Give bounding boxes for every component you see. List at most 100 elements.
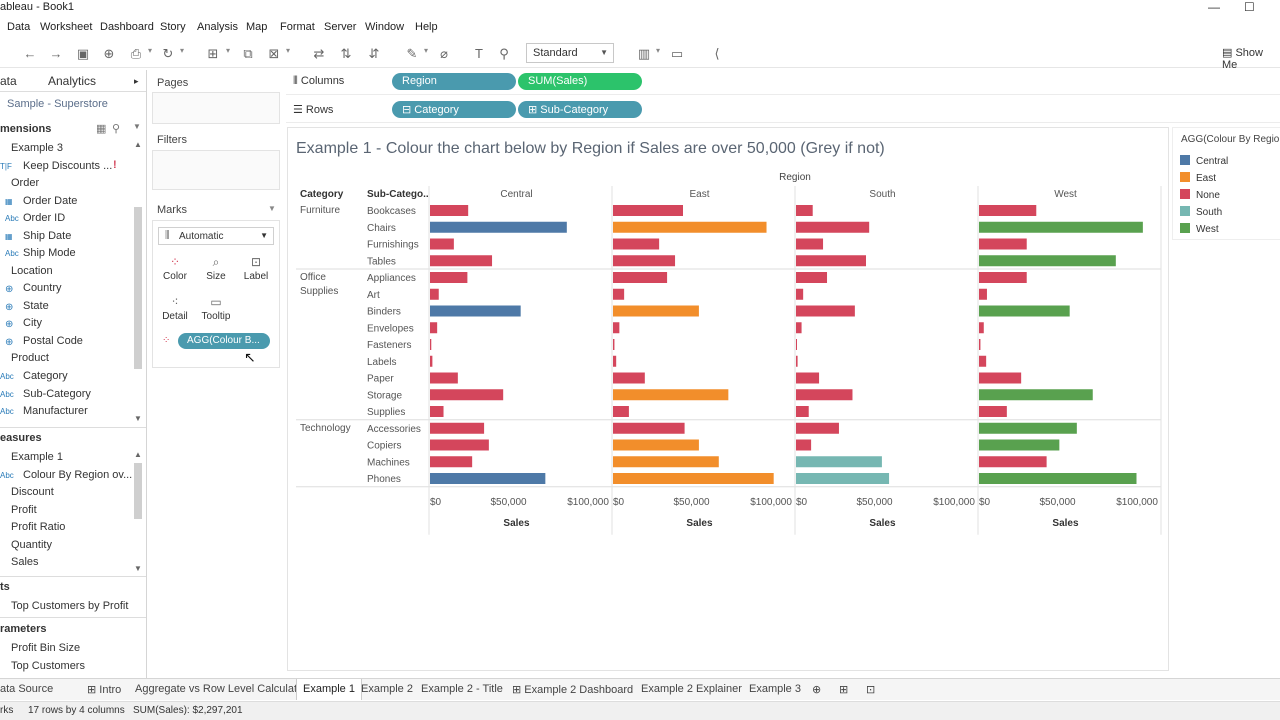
new-worksheet-icon[interactable]: ⊞ [207, 46, 219, 61]
tab-example-2-explainer[interactable]: Example 2 Explainer [641, 683, 742, 695]
param-top-customers[interactable]: Top Customers [11, 660, 85, 672]
fit-select[interactable]: Standard ▼ [526, 43, 614, 63]
tab-data[interactable]: ata [0, 74, 17, 88]
search-icon[interactable]: ⚲ [112, 123, 121, 135]
menu-server[interactable]: Server [324, 21, 357, 33]
category-pill[interactable]: ⊟ Category [392, 101, 516, 118]
set-top-customers-by-profit[interactable]: Top Customers by Profit [11, 600, 129, 612]
field-product[interactable]: Product [11, 352, 49, 364]
rows-shelf[interactable]: ☰ Rows ⊟ Category ⊞ Sub-Category [286, 97, 1280, 123]
columns-shelf[interactable]: ⦀ Columns Region SUM(Sales) [286, 69, 1280, 95]
field-example-3[interactable]: Example 3 [11, 142, 63, 154]
field-discount[interactable]: Discount [11, 486, 54, 498]
label-button[interactable]: ⊡ Label [237, 253, 275, 289]
forward-icon[interactable]: → [49, 46, 63, 61]
swap-rows-columns-icon[interactable]: ⇄ [313, 46, 325, 61]
share-icon[interactable]: ⟨ [714, 46, 720, 61]
tab-analytics[interactable]: Analytics [48, 74, 97, 88]
field-order-id[interactable]: Order ID [23, 212, 66, 224]
show-mark-labels-icon[interactable]: T [475, 46, 483, 61]
field-postal-code[interactable]: Postal Code [23, 335, 83, 347]
detail-button[interactable]: ⁖ Detail [156, 293, 194, 329]
refresh-icon[interactable]: ↻ [162, 46, 174, 61]
cards-icon[interactable]: ▥ [637, 46, 651, 61]
chevron-down-icon[interactable]: ▾ [286, 46, 291, 55]
pause-updates-icon[interactable]: ⎙ [130, 46, 142, 61]
new-datasource-icon[interactable]: ⊕ [103, 46, 115, 61]
tab-example-2[interactable]: Example 2 [361, 683, 413, 695]
maximize-button[interactable]: ☐ [1244, 0, 1255, 14]
new-story-icon[interactable]: ⊡ [866, 684, 876, 696]
field-ship-date[interactable]: Ship Date [23, 230, 72, 242]
field-sub-category[interactable]: Sub-Category [23, 388, 91, 400]
minimize-button[interactable]: — [1208, 0, 1220, 14]
size-button[interactable]: ⌕ Size [197, 253, 235, 289]
chevron-down-icon[interactable]: ▾ [180, 46, 185, 55]
highlight-icon[interactable]: ✎ [406, 46, 418, 61]
tooltip-button[interactable]: ▭ Tooltip [197, 293, 235, 329]
chevron-down-icon[interactable]: ▼ [134, 564, 142, 573]
dimensions-scrollbar[interactable] [134, 207, 142, 369]
field-order-date[interactable]: Order Date [23, 195, 78, 207]
tab-intro[interactable]: ⊞ Intro [87, 684, 122, 696]
tab-data-source[interactable]: ata Source [0, 683, 54, 695]
field-profit[interactable]: Profit [11, 504, 37, 516]
field-order[interactable]: Order [11, 177, 40, 189]
legend-item-west[interactable]: West [1180, 223, 1219, 235]
chevron-down-icon[interactable]: ▾ [226, 46, 231, 55]
region-pill[interactable]: Region [392, 73, 516, 90]
legend-item-central[interactable]: Central [1180, 155, 1228, 167]
clear-sheet-icon[interactable]: ⊠ [268, 46, 280, 61]
menu-analysis[interactable]: Analysis [197, 21, 238, 33]
menu-data[interactable]: Data [7, 21, 31, 33]
new-dashboard-icon[interactable]: ⊞ [839, 684, 849, 696]
legend-item-south[interactable]: South [1180, 206, 1222, 218]
tab-aggregate[interactable]: Aggregate vs Row Level Calculat... [135, 683, 307, 695]
field-sales[interactable]: Sales [11, 556, 39, 568]
back-icon[interactable]: ← [23, 46, 37, 61]
chevron-down-icon[interactable]: ▾ [656, 46, 661, 55]
menu-worksheet[interactable]: Worksheet [40, 21, 93, 33]
sum-sales-pill[interactable]: SUM(Sales) [518, 73, 642, 90]
presentation-mode-icon[interactable]: ▭ [670, 46, 684, 61]
field-example-1[interactable]: Example 1 [11, 451, 63, 463]
field-location[interactable]: Location [11, 265, 53, 277]
save-icon[interactable]: ▣ [76, 46, 90, 61]
field-country[interactable]: Country [23, 282, 62, 294]
chevron-down-icon[interactable]: ▼ [268, 204, 276, 213]
tab-example-3[interactable]: Example 3 [749, 683, 801, 695]
chevron-down-icon[interactable]: ▼ [134, 414, 142, 423]
field-keep-discounts[interactable]: Keep Discounts ... [23, 160, 113, 172]
agg-colour-pill[interactable]: AGG(Colour B... [178, 333, 270, 349]
menu-story[interactable]: Story [160, 21, 186, 33]
legend-item-east[interactable]: East [1180, 172, 1216, 184]
menu-window[interactable]: Window [365, 21, 405, 33]
datasource-item[interactable]: Sample - Superstore [7, 98, 108, 110]
sort-descending-icon[interactable]: ⇵ [368, 46, 380, 61]
chevron-down-icon[interactable]: ▼ [133, 122, 141, 131]
group-members-icon[interactable]: ⌀ [440, 46, 448, 61]
legend-item-none[interactable]: None [1180, 189, 1220, 201]
grid-view-icon[interactable]: ▦ [96, 123, 107, 135]
param-profit-bin-size[interactable]: Profit Bin Size [11, 642, 81, 654]
measures-scrollbar[interactable] [134, 463, 142, 519]
field-category[interactable]: Category [23, 370, 68, 382]
filters-shelf[interactable] [152, 150, 280, 190]
tab-example-1[interactable]: Example 1 [296, 679, 362, 700]
menu-map[interactable]: Map [246, 21, 268, 33]
sort-ascending-icon[interactable]: ⇅ [340, 46, 352, 61]
show-me-button[interactable]: ▤ Show Me [1222, 46, 1280, 71]
field-state[interactable]: State [23, 300, 49, 312]
chevron-down-icon[interactable]: ▾ [148, 46, 153, 55]
field-quantity[interactable]: Quantity [11, 539, 52, 551]
chevron-down-icon[interactable]: ▾ [424, 46, 429, 55]
tab-example-2-title[interactable]: Example 2 - Title [421, 683, 503, 695]
new-worksheet-icon[interactable]: ⊕ [812, 684, 822, 696]
field-manufacturer[interactable]: Manufacturer [23, 405, 88, 417]
color-button[interactable]: ⁘ Color [156, 253, 194, 289]
chevron-up-icon[interactable]: ▲ [134, 450, 142, 459]
mark-type-select[interactable]: ⫼ Automatic ▼ [158, 227, 274, 245]
chevron-down-icon[interactable]: ▸ [134, 76, 139, 86]
field-profit-ratio[interactable]: Profit Ratio [11, 521, 66, 533]
menu-format[interactable]: Format [280, 21, 315, 33]
